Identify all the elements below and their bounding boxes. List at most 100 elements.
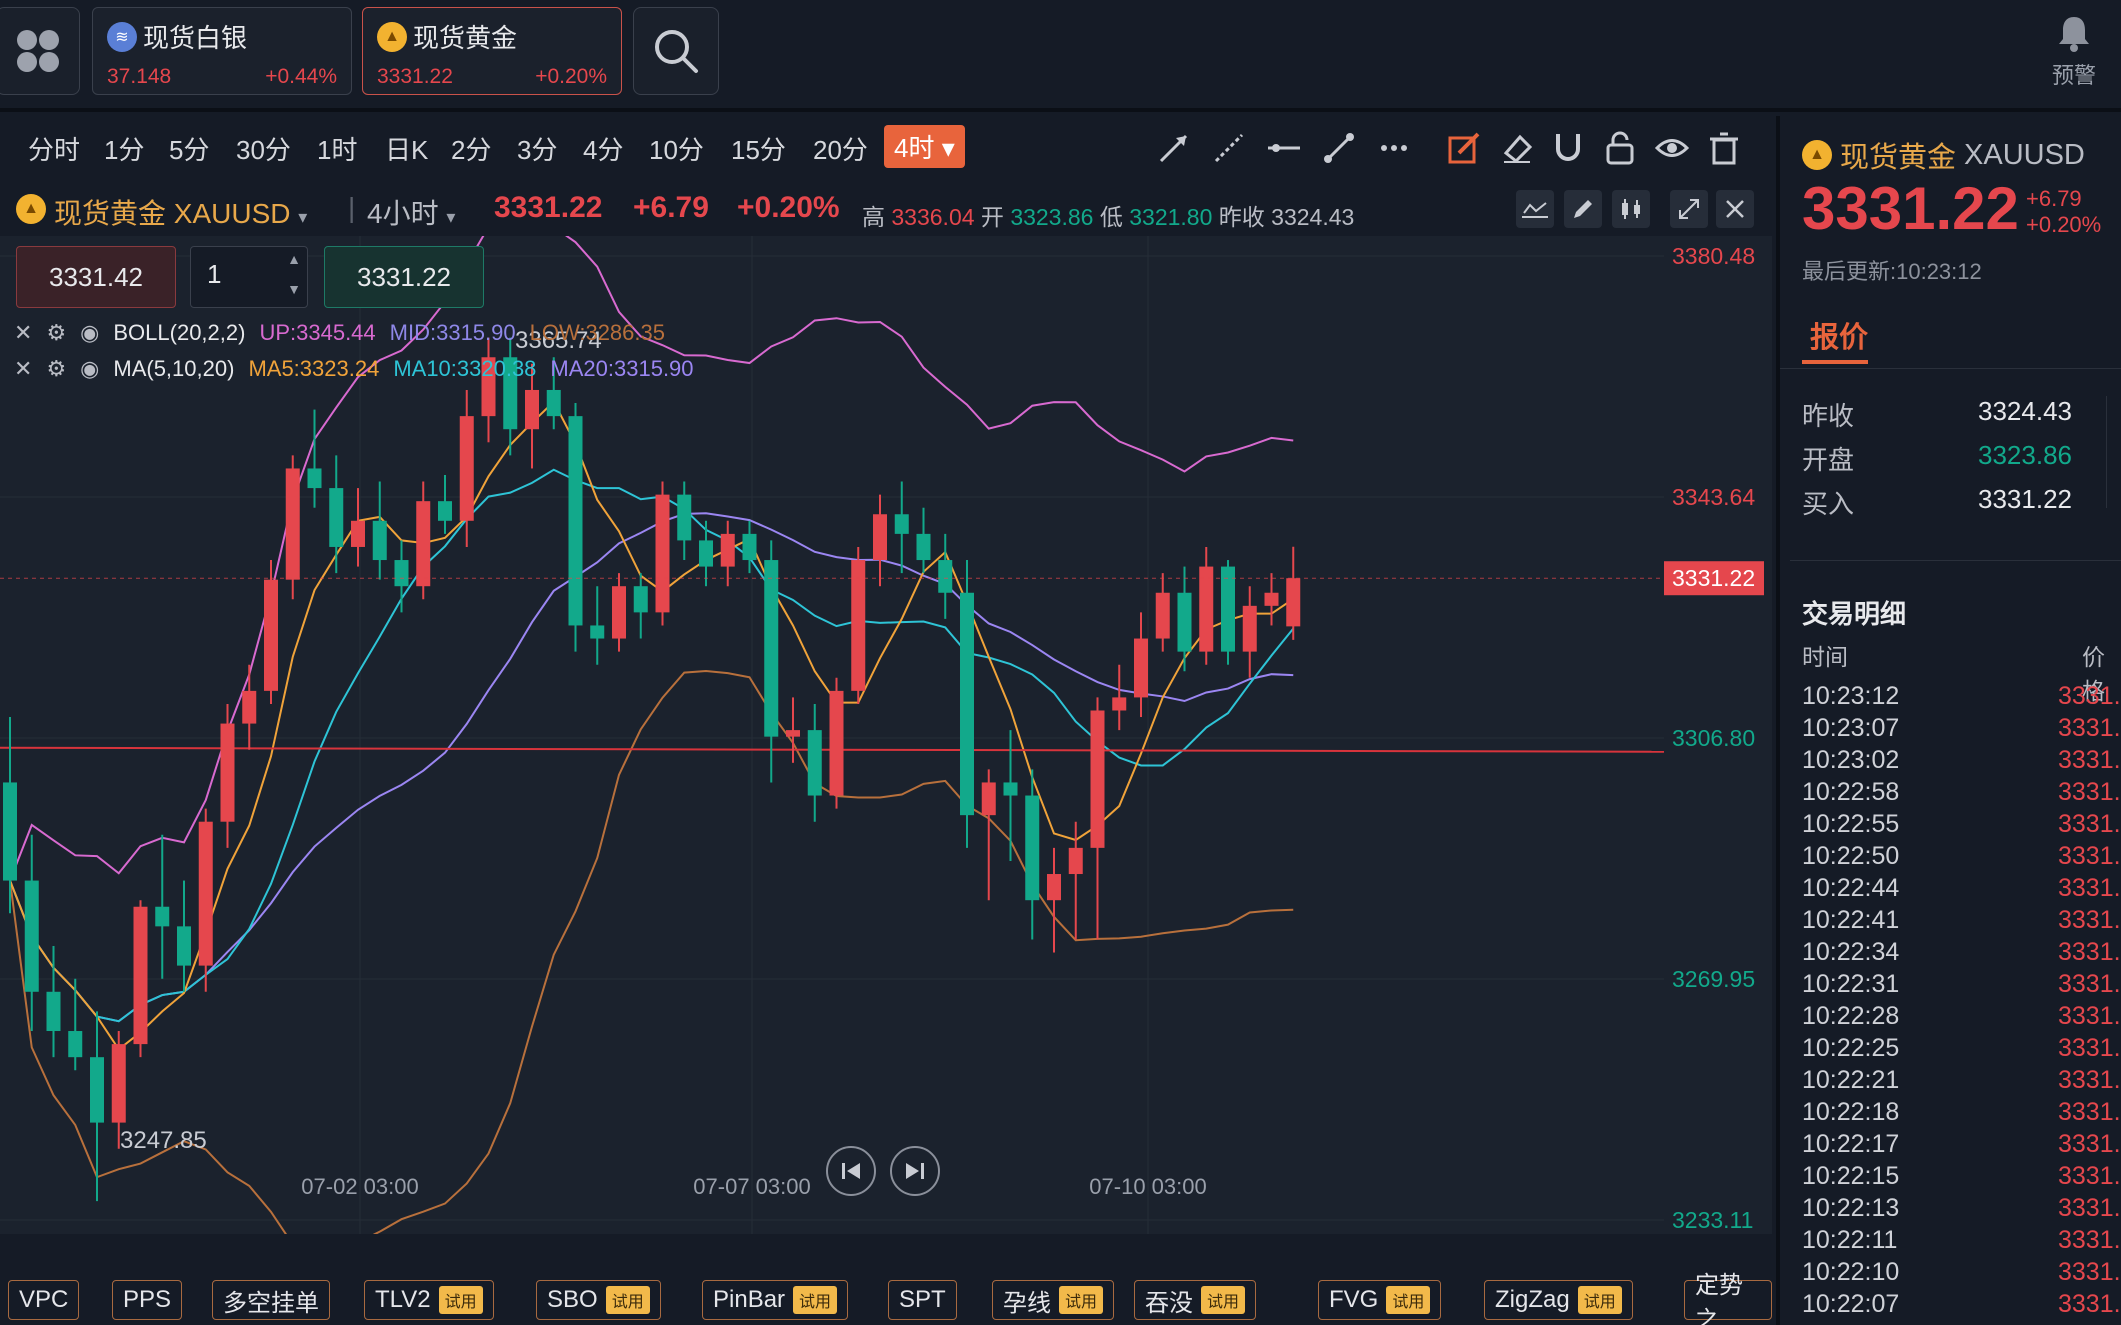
ray-tool[interactable]	[1211, 130, 1247, 166]
search-button[interactable]	[633, 7, 719, 95]
indicator-chip[interactable]: PPS	[112, 1280, 183, 1320]
candlestick-icon	[1622, 199, 1640, 219]
candle	[177, 926, 191, 966]
buy-price-button[interactable]: 3331.22	[324, 246, 484, 308]
eraser-icon	[1503, 134, 1533, 164]
playback-next-button[interactable]	[890, 1146, 940, 1196]
candle	[459, 416, 474, 521]
tf-15m[interactable]: 15分	[731, 135, 786, 165]
settings-icon[interactable]: ⚙	[46, 356, 67, 381]
indicator-chip[interactable]: ZigZag 试用	[1484, 1280, 1633, 1320]
candle	[960, 592, 974, 816]
indicator-chip[interactable]: VPC	[8, 1280, 80, 1320]
side-change: +6.79	[2026, 186, 2082, 211]
stepper-up-icon[interactable]: ▲	[287, 251, 301, 267]
trade-price: 3331.	[2058, 970, 2121, 998]
tf-4m[interactable]: 4分	[583, 135, 624, 165]
tf-4h[interactable]: 4时 ▾	[884, 125, 965, 168]
candlestick-chart[interactable]: 3365.74 3247.85 07-02 03:00 07-07 03:00 07-1…	[0, 236, 1664, 1234]
playback-prev-button[interactable]	[826, 1146, 876, 1196]
indicator-chip[interactable]: 吞没 试用	[1134, 1280, 1257, 1320]
trade-price: 3331.	[2058, 1194, 2121, 1222]
tf-1d[interactable]: 日K	[385, 135, 429, 165]
indicator-chip[interactable]: 定势之	[1684, 1272, 1772, 1325]
settings-icon[interactable]: ⚙	[46, 320, 67, 345]
candle	[1003, 782, 1018, 796]
tf-5m[interactable]: 5分	[169, 135, 210, 165]
eye-icon[interactable]: ◉	[80, 356, 100, 381]
chart-area[interactable]: 3365.74 3247.85 07-02 03:00 07-07 03:00 07-1…	[0, 236, 1770, 1234]
eraser-button[interactable]	[1499, 130, 1535, 166]
trade-time: 10:22:31	[1802, 970, 1900, 998]
delete-drawings-button[interactable]	[1706, 130, 1742, 166]
interval-selector[interactable]: 4小时 ▾	[367, 198, 456, 229]
candle	[220, 723, 235, 822]
draw-button[interactable]	[1564, 190, 1602, 228]
ma5-value: MA5:3323.24	[248, 356, 380, 381]
candle	[24, 880, 39, 992]
candle	[1264, 592, 1279, 606]
indicator-chip[interactable]: SPT	[888, 1280, 957, 1320]
candle	[1025, 795, 1040, 901]
boll-low: LOW:3286.35	[529, 320, 665, 345]
quantity-stepper[interactable]: 1 ▲ ▼	[190, 246, 308, 308]
gold-coin-icon: ▲	[16, 194, 46, 224]
eye-icon[interactable]: ◉	[80, 320, 100, 345]
candle	[394, 560, 409, 587]
trade-time: 10:22:13	[1802, 1194, 1900, 1222]
indicator-chip[interactable]: TLV2 试用	[364, 1280, 494, 1320]
indicator-chip[interactable]: 孕线 试用	[992, 1280, 1115, 1320]
close-chart-button[interactable]	[1716, 190, 1754, 228]
trade-price: 3331.	[2058, 842, 2121, 870]
indicator-chip[interactable]: PinBar 试用	[702, 1280, 849, 1320]
more-tools-button[interactable]	[1376, 130, 1412, 166]
candle	[764, 560, 779, 737]
tf-20m[interactable]: 20分	[813, 135, 868, 165]
candle	[546, 389, 561, 417]
candle	[1068, 847, 1083, 875]
indicator-chip[interactable]: 多空挂单	[212, 1280, 330, 1320]
tf-2m[interactable]: 2分	[451, 135, 492, 165]
candle-style-button[interactable]	[1612, 190, 1650, 228]
trade-price: 3331.	[2058, 1162, 2121, 1190]
segment-tool[interactable]	[1321, 130, 1357, 166]
tf-1h[interactable]: 1时	[317, 135, 358, 165]
close-icon[interactable]: ✕	[14, 356, 33, 381]
pencil-icon	[1574, 200, 1592, 218]
candle	[981, 782, 996, 816]
quote-label: 买入	[1802, 489, 1855, 519]
indicator-bar: VPC PPS 多空挂单 TLV2 试用 SBO 试用 PinBar 试用 SPT 孕线 试用 吞没 试用…	[0, 1270, 1772, 1325]
candle	[1112, 697, 1127, 711]
magnet-button[interactable]	[1550, 130, 1586, 166]
trade-time: 10:22:28	[1802, 1002, 1900, 1030]
trial-badge: 试用	[1386, 1286, 1431, 1314]
ticker-gold[interactable]: ▲ 现货黄金 3331.22 +0.20%	[362, 7, 622, 95]
lock-button[interactable]	[1602, 130, 1638, 166]
close-icon[interactable]: ✕	[14, 320, 33, 345]
fullscreen-button[interactable]	[1670, 190, 1708, 228]
indicator-settings-button[interactable]	[1516, 190, 1554, 228]
symbol-selector[interactable]: 现货黄金 XAUUSD ▾	[54, 198, 308, 229]
horizontal-line-tool[interactable]	[1266, 130, 1302, 166]
tf-10m[interactable]: 10分	[649, 135, 704, 165]
tab-quote[interactable]: 报价	[1810, 322, 1869, 354]
indicator-chip[interactable]: FVG 试用	[1318, 1280, 1442, 1320]
sell-price-button[interactable]: 3331.42	[16, 246, 176, 308]
trade-time: 10:22:07	[1802, 1290, 1900, 1318]
tf-3m[interactable]: 3分	[517, 135, 558, 165]
tf-1m[interactable]: 1分	[104, 135, 145, 165]
quote-label: 昨收	[1802, 401, 1855, 431]
visibility-button[interactable]	[1654, 130, 1690, 166]
stepper-down-icon[interactable]: ▼	[287, 281, 301, 297]
tf-tick[interactable]: 分时	[28, 135, 81, 165]
apps-button[interactable]	[0, 7, 80, 95]
draw-mode-button[interactable]	[1446, 130, 1482, 166]
trade-time: 10:22:10	[1802, 1258, 1900, 1286]
trend-line-tool[interactable]	[1156, 130, 1192, 166]
alert-button[interactable]: 预警	[2039, 14, 2109, 90]
tf-30m[interactable]: 30分	[236, 135, 291, 165]
indicator-chip-label: 孕线	[1003, 1289, 1051, 1317]
bell-icon	[2059, 17, 2089, 52]
ticker-silver[interactable]: ≋ 现货白银 37.148 +0.44%	[92, 7, 352, 95]
indicator-chip[interactable]: SBO 试用	[536, 1280, 661, 1320]
